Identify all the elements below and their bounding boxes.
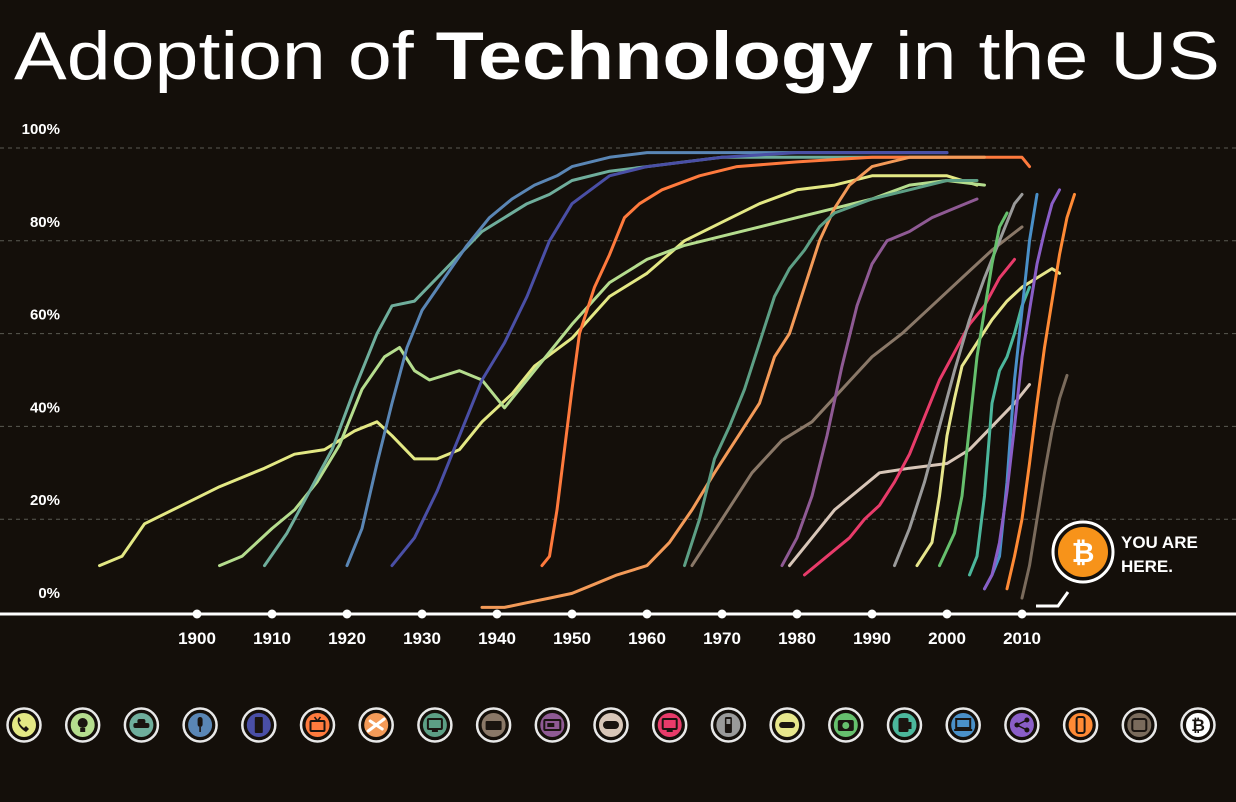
telephone-icon [6, 707, 42, 743]
x-axis: 1900 1910 1920 1930 1940 1950 1960 1970 1980 1990… [0, 609, 1236, 648]
x-tick-dot [1017, 609, 1027, 619]
callout-line-2: HERE. [1121, 557, 1173, 576]
computer-icon [651, 707, 688, 743]
airplane-icon [358, 707, 394, 743]
cell-phone-icon [710, 707, 747, 743]
title-prefix: Adoption of [14, 18, 436, 94]
smartphone-icon [1062, 707, 1099, 743]
mp3-player-icon [886, 707, 923, 743]
x-tick-label: 1970 [703, 629, 741, 648]
legend-icons: ₿ [6, 707, 1216, 743]
radio-icon [182, 707, 218, 743]
series-line-camera [938, 211, 1009, 568]
title-bold: Technology [436, 18, 874, 94]
x-tick-dot [717, 609, 727, 619]
x-tick-label: 1980 [778, 629, 816, 648]
series-line-cell-phone [893, 192, 1024, 568]
x-tick-label: 1990 [853, 629, 891, 648]
series-line-microwave [780, 197, 979, 568]
series-line-mp3-player [968, 285, 1031, 577]
x-tick-dot [492, 609, 502, 619]
bitcoin-glyph: ₿ [1072, 537, 1095, 568]
page-title: Adoption of Technology in the US [14, 18, 1220, 94]
x-tick-label: 1920 [328, 629, 366, 648]
series-line-laptop [983, 192, 1039, 591]
camera-icon [828, 707, 864, 743]
series-line-tablet [1020, 373, 1069, 600]
bitcoin-icon [1058, 527, 1108, 577]
x-tick-dot [417, 609, 427, 619]
x-tick-dot [867, 609, 877, 619]
car-icon [123, 707, 160, 743]
series-line-dishwasher [690, 225, 1024, 568]
x-tick-label: 1960 [628, 629, 666, 648]
x-tick-dot [642, 609, 652, 619]
y-tick-label: 60% [30, 307, 60, 324]
x-tick-dot [267, 609, 277, 619]
social-media-icon [1004, 707, 1040, 743]
internet-icon [769, 707, 805, 743]
series-line-social-media [983, 188, 1061, 591]
laptop-icon [945, 707, 981, 743]
series-line-refrigerator [390, 151, 949, 568]
lightbulb-icon [64, 707, 101, 743]
bitcoin-ring [1051, 520, 1115, 584]
x-tick-label: 1940 [478, 629, 516, 648]
y-axis-ticks: 0% 20% 40% 60% 80% 100% [22, 121, 60, 602]
refrigerator-icon [241, 707, 277, 743]
y-tick-label: 20% [30, 492, 60, 509]
x-tick-dot [942, 609, 952, 619]
series-line-telephone [98, 174, 979, 568]
series-line-radio [345, 151, 949, 568]
gridlines [0, 147, 1236, 520]
x-tick-label: 1900 [178, 629, 216, 648]
series-line-smartphone [1005, 192, 1076, 591]
series-line-air-conditioner [683, 179, 979, 568]
series-line-airplane [480, 155, 986, 609]
tablet-icon [1121, 707, 1158, 743]
dishwasher-icon [475, 707, 512, 743]
x-tick-label: 2000 [928, 629, 966, 648]
title-suffix: in the US [873, 18, 1220, 94]
you-are-here-callout: ₿ YOU ARE HERE. [1036, 520, 1198, 608]
y-tick-label: 0% [38, 585, 60, 602]
x-tick-label: 2010 [1003, 629, 1041, 648]
x-tick-dot [192, 609, 202, 619]
air-conditioner-icon [417, 707, 453, 743]
callout-line-1: YOU ARE [1121, 533, 1198, 552]
television-icon [299, 707, 336, 743]
y-tick-label: 40% [30, 399, 60, 416]
callout-pointer [1036, 591, 1070, 608]
y-tick-label: 100% [22, 121, 60, 138]
x-tick-label: 1950 [553, 629, 591, 648]
series-line-game-console [788, 383, 1031, 568]
series-line-computer [803, 257, 1016, 577]
microwave-icon [534, 707, 571, 743]
x-tick-label: 1910 [253, 629, 291, 648]
series-line-lightbulb [218, 179, 986, 568]
x-tick-dot [792, 609, 802, 619]
series-line-internet [915, 267, 1061, 568]
game-console-icon [593, 707, 629, 743]
x-tick-dot [567, 609, 577, 619]
x-tick-label: 1930 [403, 629, 441, 648]
x-tick-dot [342, 609, 352, 619]
bitcoin-icon: ₿ [1180, 707, 1216, 743]
series-lines [98, 151, 1076, 609]
svg-text:₿: ₿ [1191, 716, 1205, 735]
y-tick-label: 80% [30, 214, 60, 231]
